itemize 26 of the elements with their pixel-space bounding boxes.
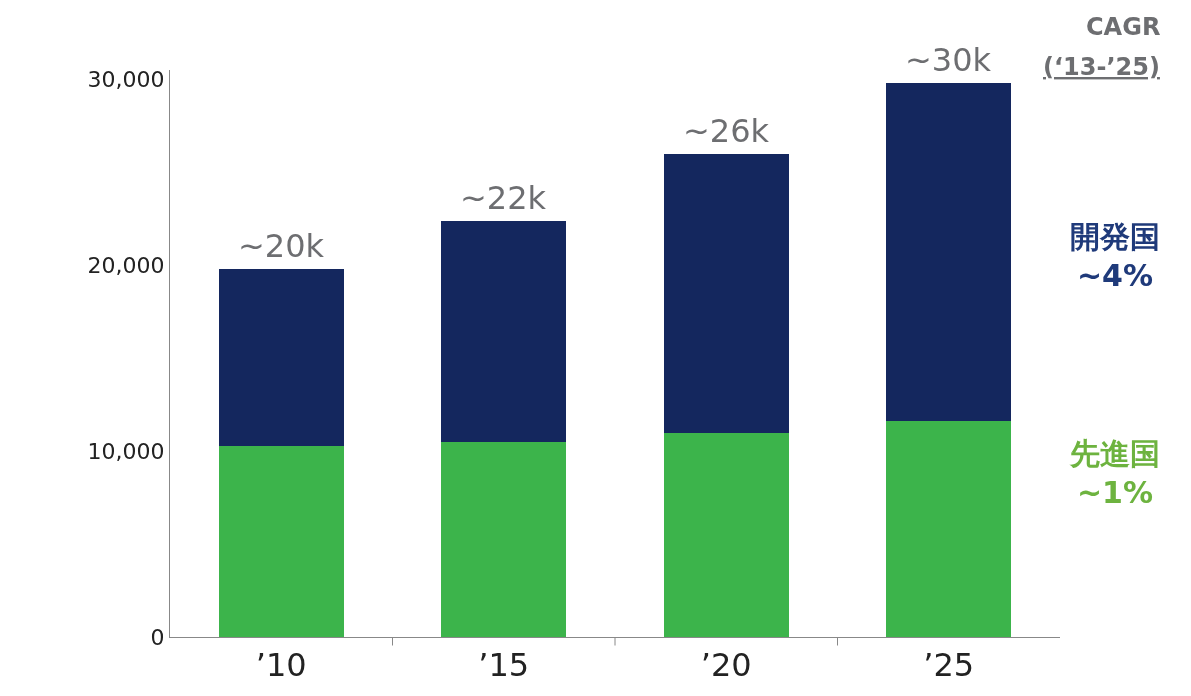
text: CAGR (1086, 13, 1161, 41)
y-tick-label: 30,000 (87, 67, 165, 92)
text: ~4% (1076, 258, 1154, 293)
bar (663, 432, 789, 637)
annotation: (‘13-’25) (1043, 53, 1160, 81)
text: ~1% (1076, 475, 1154, 510)
series-label: 開発国 (1070, 219, 1160, 254)
bar (663, 153, 789, 433)
bar (441, 220, 567, 442)
y-tick-label: 0 (150, 624, 165, 650)
x-tick-label: ’10 (255, 646, 307, 685)
x-tick-label: ’25 (923, 646, 975, 685)
x-tick-label: ’15 (478, 646, 530, 685)
bar (218, 445, 344, 637)
bar (886, 83, 1012, 422)
bar (441, 441, 567, 637)
y-tick-label: 10,000 (87, 438, 165, 464)
total-label: ~30k (905, 41, 992, 79)
total-label: ~22k (460, 179, 547, 217)
bar (218, 268, 344, 446)
total-label: ~20k (238, 227, 325, 265)
y-tick-label: 20,000 (87, 252, 165, 278)
bar (886, 421, 1012, 637)
x-tick-label: ’20 (700, 646, 752, 685)
total-label: ~26k (683, 112, 770, 150)
series-label: 先進国 (1069, 436, 1160, 471)
